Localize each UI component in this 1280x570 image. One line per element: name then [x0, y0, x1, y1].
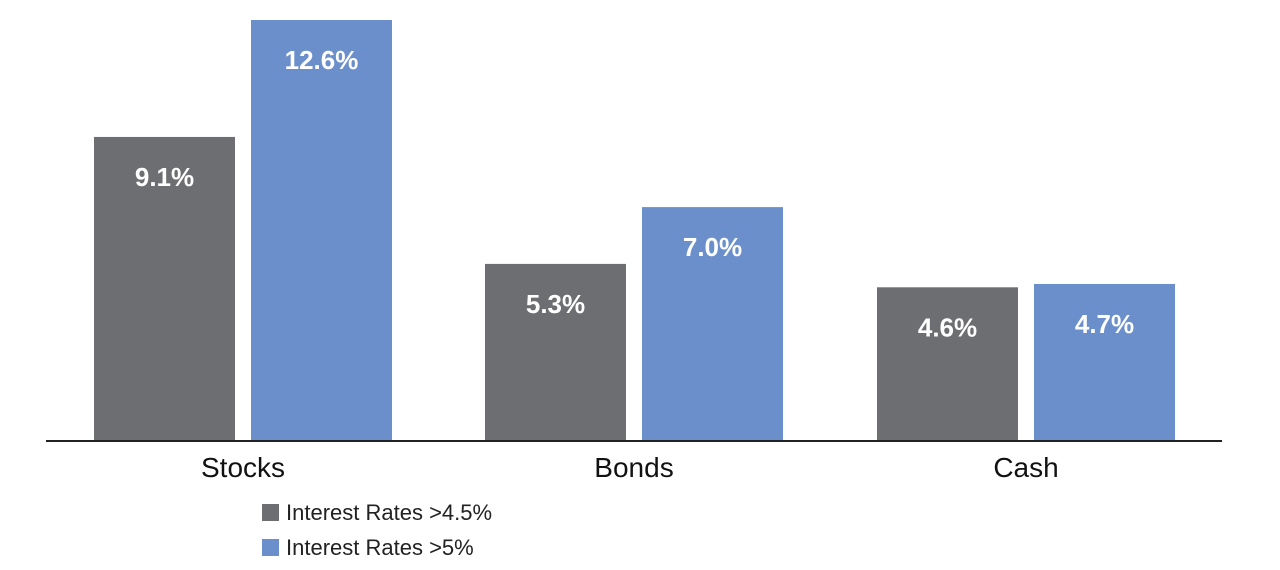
data-label-stocks-series-2: 12.6%: [285, 45, 359, 75]
data-label-cash-series-1: 4.6%: [918, 312, 977, 342]
category-label-bonds: Bonds: [594, 452, 673, 483]
legend-swatch-series-1: [262, 504, 279, 521]
bar-cash-series-2: [1034, 283, 1175, 441]
data-label-stocks-series-1: 9.1%: [135, 162, 194, 192]
bar-stocks-series-1: [94, 136, 235, 441]
legend: Interest Rates >4.5% Interest Rates >5%: [262, 500, 492, 560]
category-label-stocks: Stocks: [201, 452, 285, 483]
data-label-cash-series-2: 4.7%: [1075, 309, 1134, 339]
category-labels: Stocks Bonds Cash: [201, 452, 1059, 483]
legend-label-series-1: Interest Rates >4.5%: [286, 500, 492, 525]
bar-cash-series-1: [877, 287, 1018, 441]
category-label-cash: Cash: [993, 452, 1058, 483]
bar-stocks-series-2: [251, 20, 392, 441]
bar-bonds-series-2: [642, 207, 783, 441]
legend-swatch-series-2: [262, 539, 279, 556]
bars-layer: 9.1% 12.6% 5.3% 7.0% 4.6% 4.7%: [94, 20, 1175, 441]
bar-bonds-series-1: [485, 263, 626, 441]
data-label-bonds-series-2: 7.0%: [683, 232, 742, 262]
legend-label-series-2: Interest Rates >5%: [286, 535, 474, 560]
data-label-bonds-series-1: 5.3%: [526, 289, 585, 319]
